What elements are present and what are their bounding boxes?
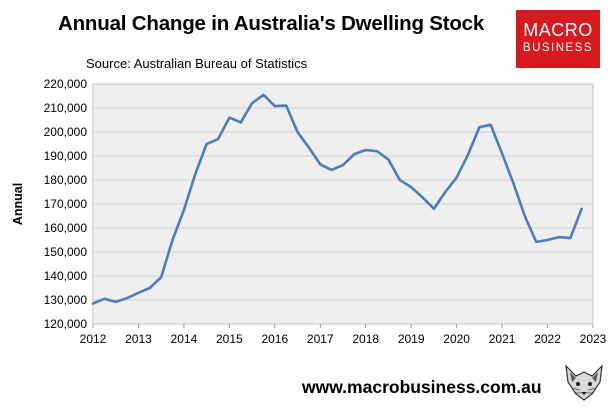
y-axis-label: Annual	[11, 183, 25, 225]
fox-logo-icon	[562, 360, 606, 404]
x-tick-label: 2013	[125, 332, 152, 346]
x-tick-label: 2014	[171, 332, 198, 346]
y-tick-label: 130,000	[44, 293, 88, 307]
x-tick-label: 2018	[352, 332, 379, 346]
chart-title: Annual Change in Australia's Dwelling St…	[58, 12, 485, 35]
x-tick-label: 2019	[398, 332, 425, 346]
chart-source: Source: Australian Bureau of Statistics	[86, 56, 308, 71]
x-tick-label: 2022	[534, 332, 561, 346]
y-tick-label: 190,000	[44, 149, 88, 163]
y-tick-label: 220,000	[44, 77, 88, 91]
x-tick-label: 2012	[80, 332, 107, 346]
website-url: www.macrobusiness.com.au	[302, 377, 542, 397]
y-tick-label: 120,000	[44, 317, 88, 331]
y-tick-label: 150,000	[44, 245, 88, 259]
y-tick-label: 140,000	[44, 269, 88, 283]
x-tick-label: 2020	[443, 332, 470, 346]
x-tick-label: 2016	[261, 332, 288, 346]
x-tick-label: 2021	[489, 332, 516, 346]
y-tick-label: 160,000	[44, 221, 88, 235]
grid-lines	[93, 107, 593, 301]
series-line	[91, 93, 583, 305]
x-tick-label: 2015	[216, 332, 243, 346]
y-tick-labels: 120,000 130,000 140,000 150,000 160,000 170,0…	[44, 77, 88, 331]
logo-line-2: BUSINESS	[522, 42, 594, 54]
y-tick-label: 200,000	[44, 125, 88, 139]
y-tick-label: 180,000	[44, 173, 88, 187]
y-tick-label: 210,000	[44, 101, 88, 115]
x-tick-label: 2023	[580, 332, 607, 346]
y-tick-label: 170,000	[44, 197, 88, 211]
logo-line-1: MACRO	[523, 20, 593, 40]
x-tick-label: 2017	[307, 332, 334, 346]
macrobusiness-logo: MACRO BUSINESS	[516, 10, 600, 68]
x-tick-labels: 2012 2013 2014 2015 2016 2017 2018 2019 2020 2021…	[80, 324, 607, 346]
